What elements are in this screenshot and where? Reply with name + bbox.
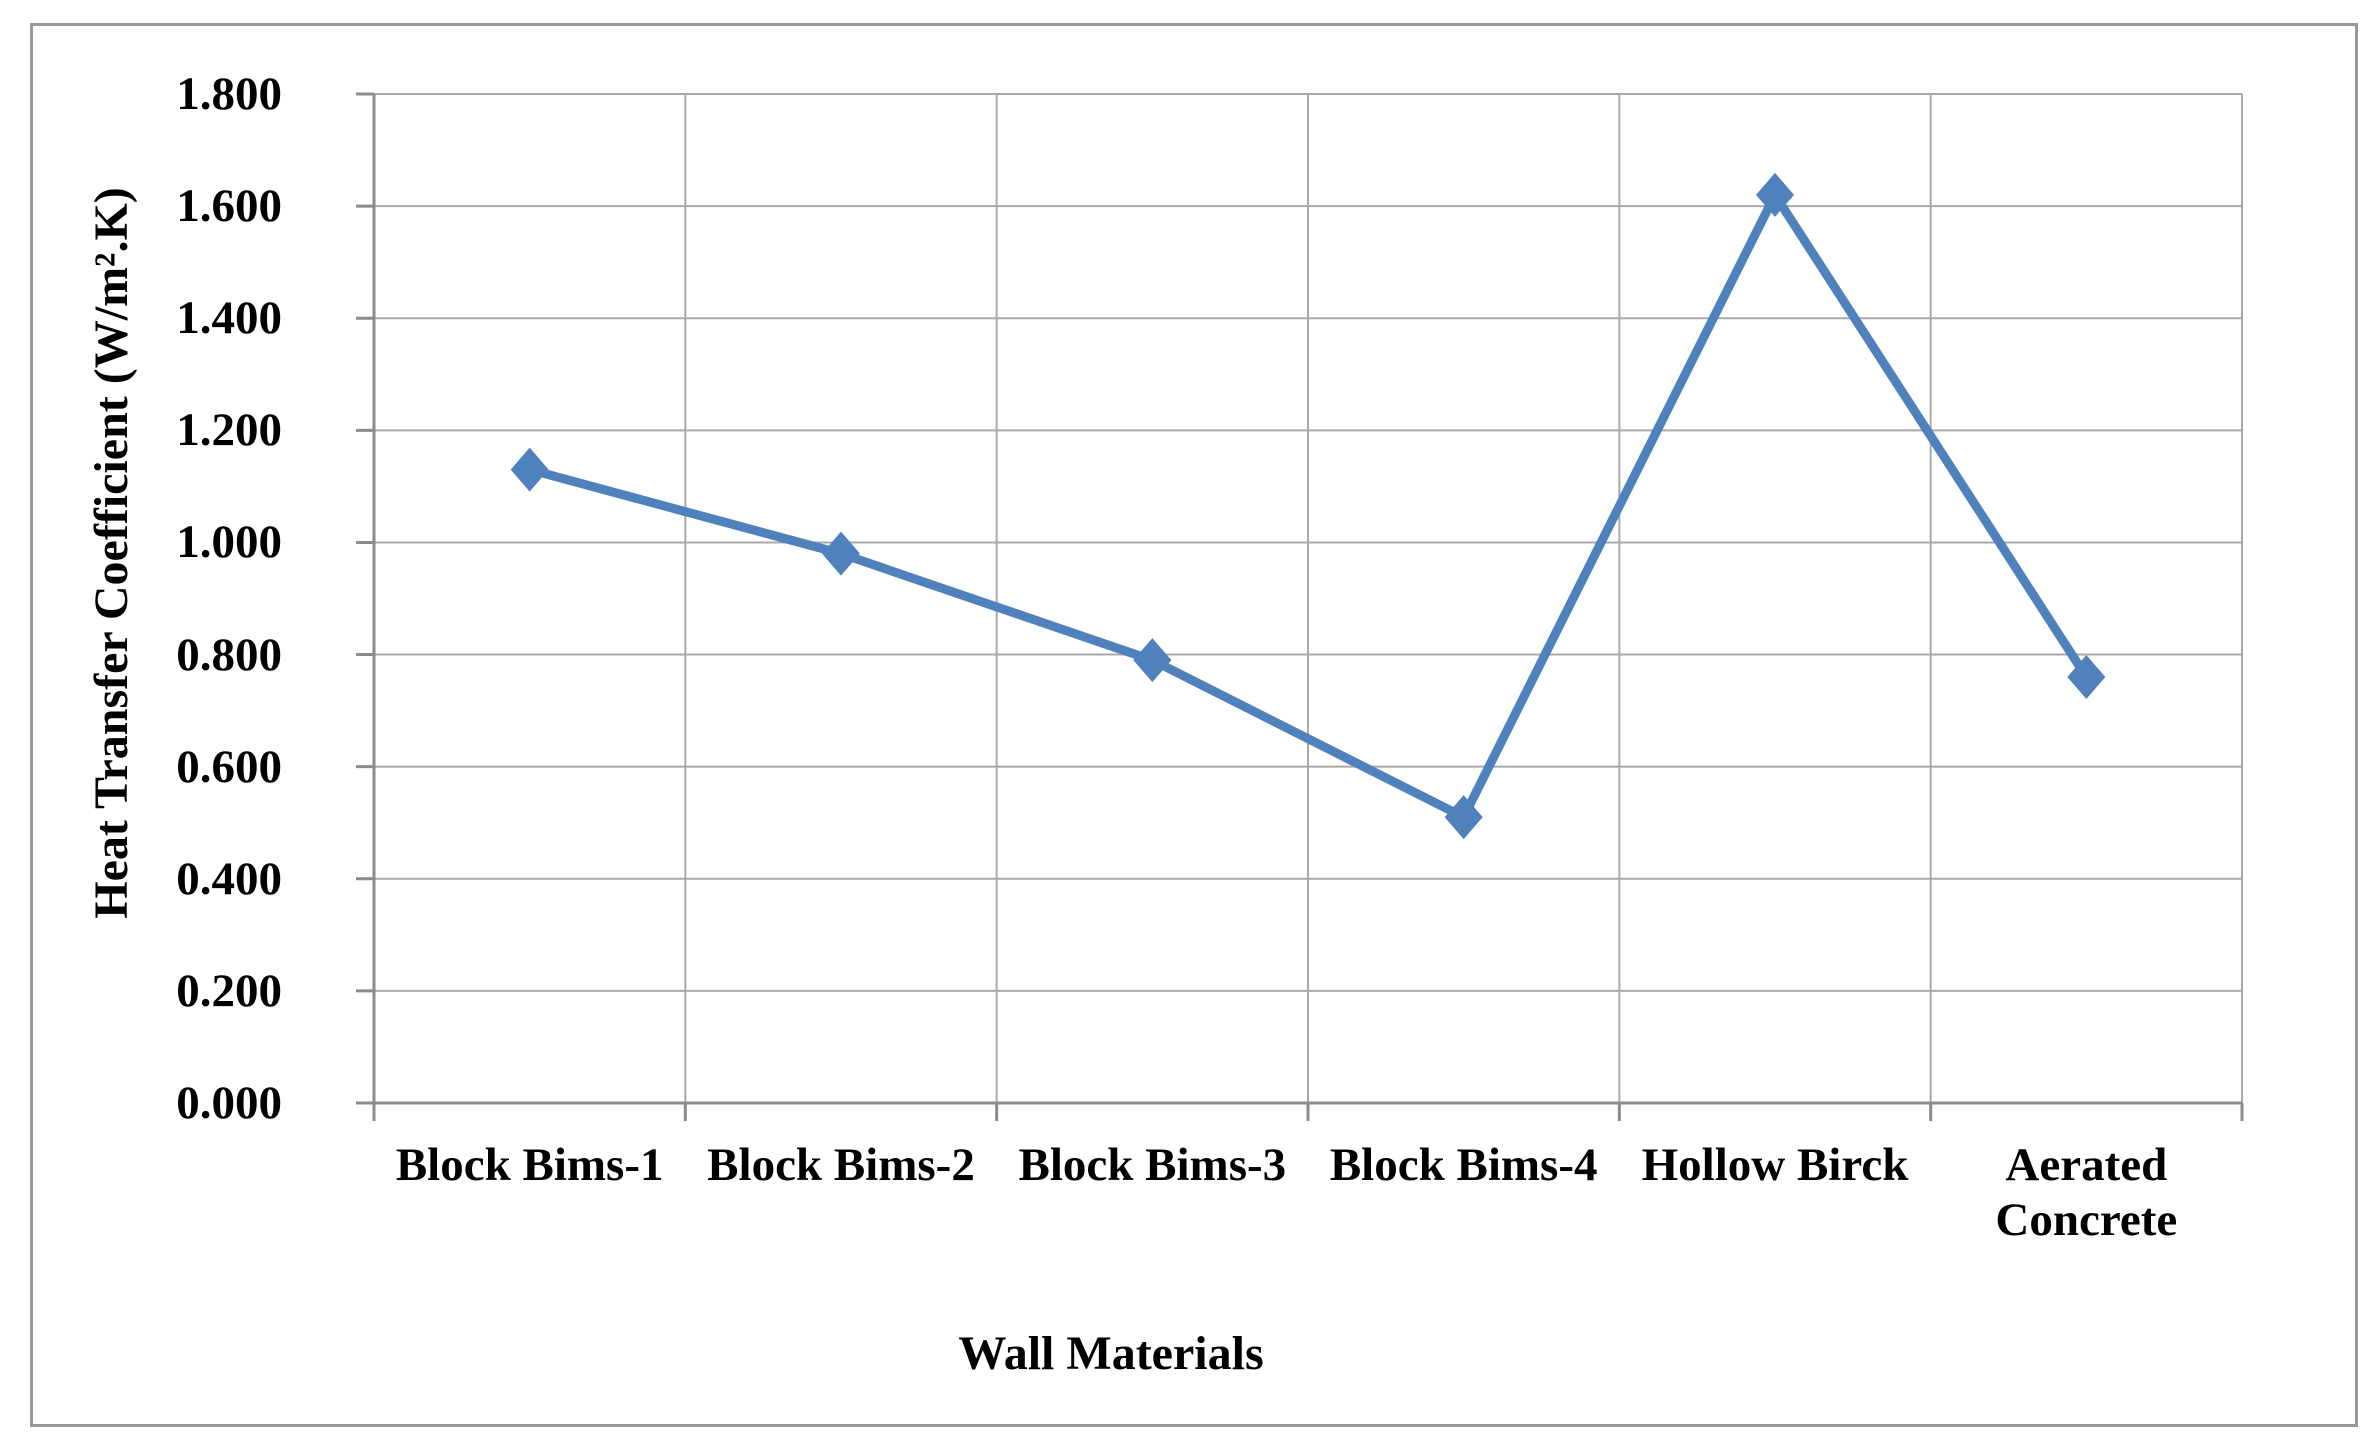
- x-tick-label: Aerated Concrete: [1995, 1139, 2178, 1246]
- y-tick-label: 0.600: [176, 740, 282, 793]
- y-tick-label: 0.800: [176, 628, 282, 681]
- x-tick-label: Block Bims-2: [707, 1139, 975, 1191]
- x-tick-label: Block Bims-3: [1018, 1139, 1287, 1191]
- x-tick-label: Hollow Birck: [1641, 1139, 1909, 1191]
- data-point-marker: [1133, 638, 1172, 683]
- y-tick-label: 0.400: [176, 852, 282, 905]
- chart-border-frame: [30, 23, 2358, 1427]
- x-tick-label: Block Bims-4: [1329, 1139, 1598, 1191]
- data-point-marker: [1756, 172, 1794, 217]
- data-series-line: [525, 190, 2091, 822]
- x-axis-title: Wall Materials: [958, 1327, 1264, 1380]
- y-tick-label: 1.400: [176, 292, 282, 345]
- y-tick-label: 0.200: [176, 964, 282, 1017]
- y-tick-label: 0.000: [176, 1077, 282, 1129]
- data-point-marker: [510, 447, 549, 492]
- data-point-marker: [2067, 654, 2106, 699]
- data-point-marker: [1444, 795, 1483, 840]
- y-tick-label: 1.000: [176, 516, 282, 569]
- y-tick-label: 1.200: [176, 404, 282, 457]
- y-axis-title: Heat Transfer Coefficient (W/m².K): [85, 187, 138, 919]
- x-tick-label: Block Bims-1: [395, 1139, 664, 1191]
- y-tick-label: 1.800: [176, 68, 282, 120]
- data-point-marker: [822, 531, 860, 576]
- y-tick-label: 1.600: [176, 180, 282, 233]
